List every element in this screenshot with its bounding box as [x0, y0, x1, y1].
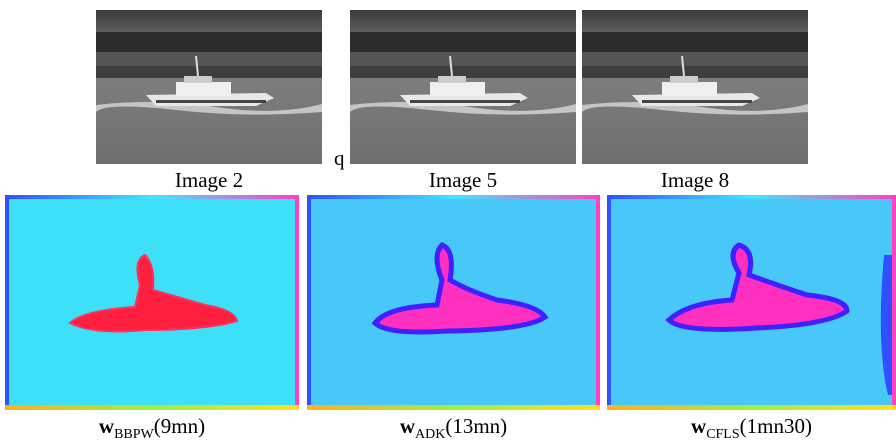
- flow-field: [607, 195, 896, 410]
- method: BBPW: [114, 427, 154, 442]
- color-frame: [5, 405, 299, 410]
- symbol: w: [400, 414, 415, 438]
- runtime: (1mn30): [740, 414, 812, 438]
- color-frame: [307, 405, 600, 410]
- flow-caption: wBBPW(9mn): [2, 414, 302, 443]
- symbol: w: [99, 414, 114, 438]
- flow-caption: wADK(13mn): [304, 414, 604, 443]
- runtime: (9mn): [154, 414, 205, 438]
- runtime: (13mn): [445, 414, 507, 438]
- method: ADK: [415, 427, 445, 442]
- frame-image: [96, 10, 322, 164]
- page: q (() => { const data = JSON.parse(docum…: [0, 0, 896, 446]
- frame-image: [582, 10, 808, 164]
- flow-field: [307, 195, 600, 410]
- boat-photo: [350, 10, 576, 164]
- boat-photo: [96, 10, 322, 164]
- image-caption: Image 8: [545, 168, 845, 193]
- color-frame: [607, 405, 896, 410]
- flow-field: [5, 195, 299, 410]
- boat-photo: [582, 10, 808, 164]
- method: CFLS: [706, 427, 739, 442]
- frame-image: [350, 10, 576, 164]
- flow-caption: wCFLS(1mn30): [602, 414, 896, 443]
- symbol: w: [691, 414, 706, 438]
